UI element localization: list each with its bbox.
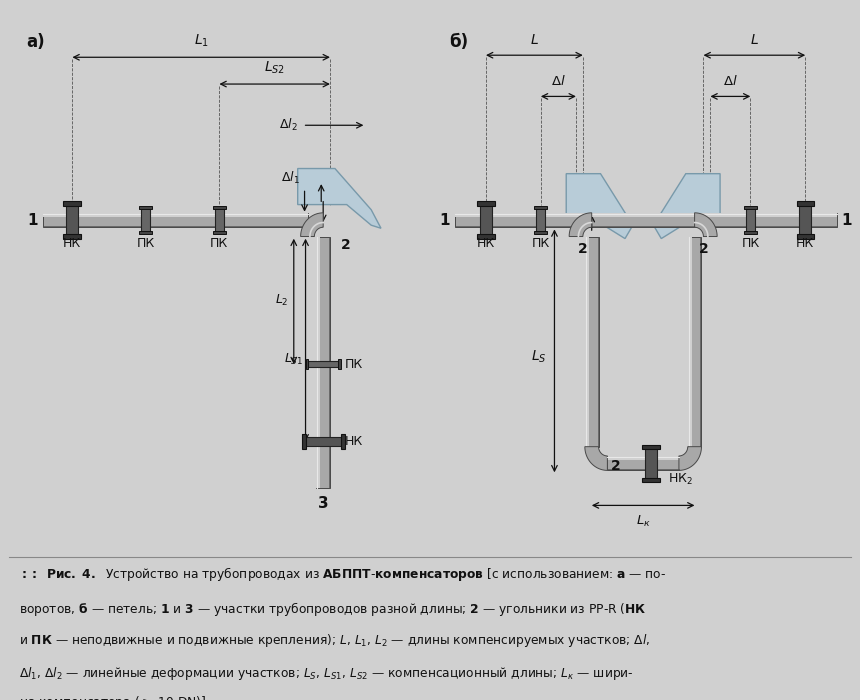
Bar [64,202,81,206]
Text: и $\mathbf{ПК}$ — неподвижные и подвижные крепления); $L$, $L_1$, $L_2$ — длины : и $\mathbf{ПК}$ — неподвижные и подвижны… [19,632,650,650]
Text: НК$_2$: НК$_2$ [667,472,692,487]
Polygon shape [679,447,702,470]
Text: $\Delta l_1$, $\Delta l_2$ — линейные деформации участков; $L_S$, $L_{S1}$, $L_{: $\Delta l_1$, $\Delta l_2$ — линейные де… [19,665,634,682]
Bar [338,359,341,370]
Text: ПК: ПК [531,237,550,250]
Bar [213,232,225,235]
Bar [139,206,152,209]
Bar [800,204,811,235]
Bar [537,208,545,232]
Polygon shape [654,174,720,239]
Text: 1: 1 [28,213,38,228]
Text: 2: 2 [578,242,587,256]
Text: $L$: $L$ [530,33,539,47]
Text: ПК: ПК [345,358,363,371]
Bar [215,208,224,232]
Polygon shape [298,169,381,228]
Bar [534,206,547,209]
Bar [796,234,814,239]
Bar [139,232,152,235]
Text: 3: 3 [318,496,329,511]
Bar [141,208,150,232]
Polygon shape [566,174,633,239]
Text: ПК: ПК [741,237,759,250]
Bar [480,204,492,235]
Bar [744,232,757,235]
Bar [43,213,308,228]
Bar [744,206,757,209]
Bar [645,448,657,479]
Text: $\Delta l$: $\Delta l$ [723,74,738,88]
Text: $\Delta l_1$: $\Delta l_1$ [281,170,299,186]
Bar [66,204,78,235]
Bar [477,234,494,239]
Polygon shape [569,213,592,237]
Bar [454,213,837,217]
Bar [316,237,330,488]
Text: воротов, $\mathbf{б}$ — петель; $\mathbf{1}$ и $\mathbf{3}$ — участки трубопрово: воротов, $\mathbf{б}$ — петель; $\mathbf… [19,600,647,618]
Bar [341,434,345,449]
Text: ПК: ПК [137,237,155,250]
Polygon shape [585,447,607,470]
Text: а): а) [27,32,45,50]
Bar [64,234,81,239]
Bar [316,237,320,488]
Text: $L_S$: $L_S$ [531,349,547,365]
Bar [746,208,755,232]
Text: 2: 2 [341,238,351,252]
Polygon shape [695,213,717,237]
Text: НК: НК [63,237,82,250]
Text: НК: НК [345,435,363,448]
Text: б): б) [450,32,469,50]
Bar [43,213,308,217]
Bar [688,237,691,447]
Text: НК: НК [476,237,495,250]
Text: $L_1$: $L_1$ [194,33,209,49]
Text: НК: НК [796,237,814,250]
Bar [213,206,225,209]
Bar [607,456,679,460]
Bar [642,477,660,482]
Bar [305,359,309,370]
Text: 1: 1 [439,213,450,228]
Bar [796,202,814,206]
Bar [688,237,702,447]
Bar [304,438,341,446]
Text: $L_{S1}$: $L_{S1}$ [285,352,304,368]
Text: 1: 1 [842,213,852,228]
Text: $L_{к}$: $L_{к}$ [636,514,651,528]
Bar [454,213,837,228]
Bar [585,237,588,447]
Polygon shape [301,213,323,237]
Text: $L$: $L$ [750,33,759,47]
Bar [642,444,660,449]
Text: $\Delta l_2$: $\Delta l_2$ [279,117,298,133]
Text: $L_{S2}$: $L_{S2}$ [264,60,286,76]
Text: на компенсатора ($\geq$ 10 DN)]: на компенсатора ($\geq$ 10 DN)] [19,694,206,700]
Text: $\Delta l$: $\Delta l$ [551,74,566,88]
Bar [607,456,679,470]
Text: $L_2$: $L_2$ [275,293,289,308]
Bar [534,232,547,235]
Bar [585,237,599,447]
Bar [308,361,339,368]
Bar [302,434,305,449]
Text: 2: 2 [698,242,709,256]
Text: 2: 2 [611,459,621,473]
Text: $\mathbf{::}$  $\mathbf{Рис.\ 4.}$  Устройство на трубопроводах из $\mathbf{АБПП: $\mathbf{::}$ $\mathbf{Рис.\ 4.}$ Устрой… [19,565,666,583]
Bar [477,202,494,206]
Text: ПК: ПК [210,237,229,250]
